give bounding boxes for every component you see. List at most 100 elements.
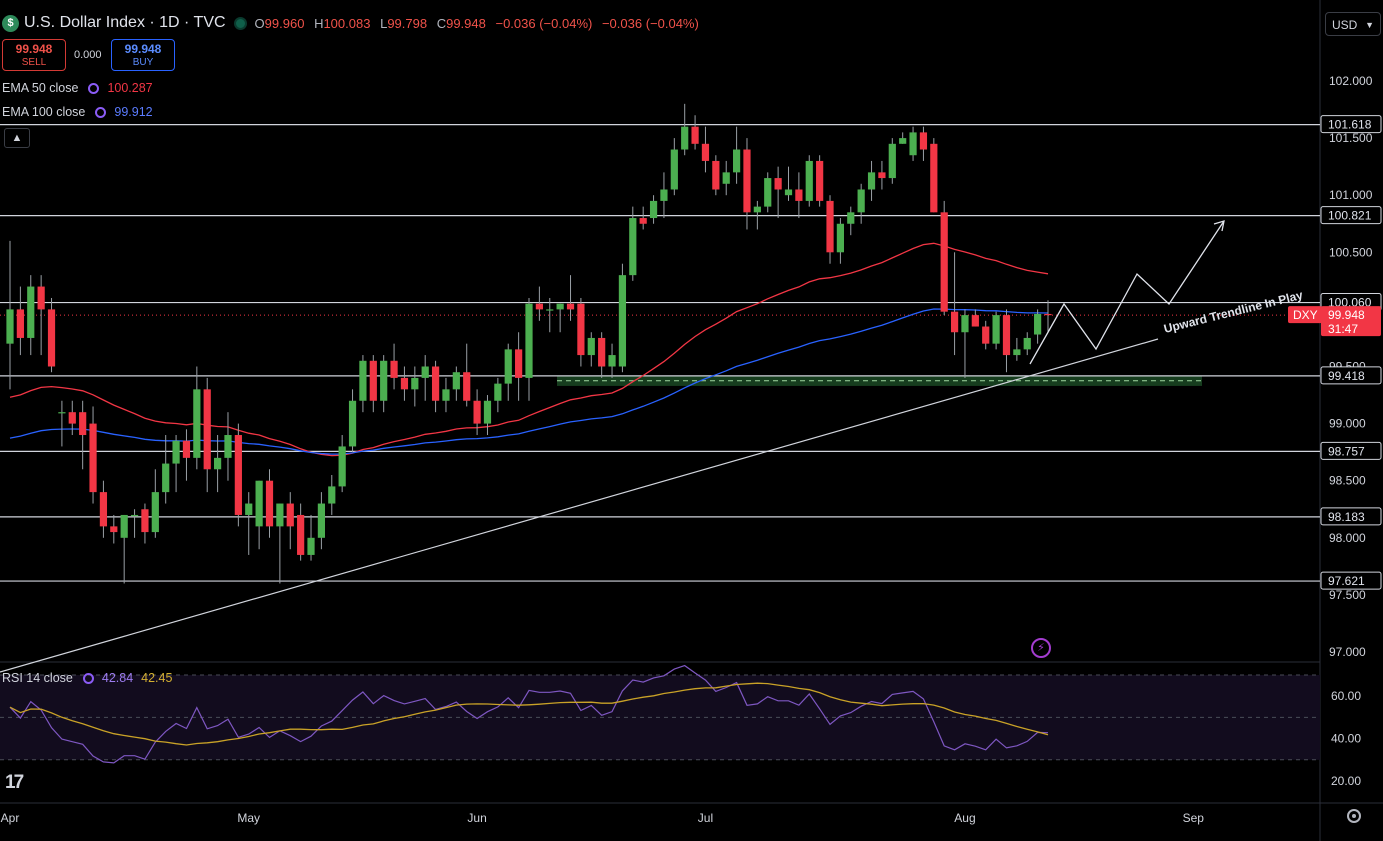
candle[interactable] (182, 429, 191, 481)
candle[interactable] (795, 172, 803, 219)
candle[interactable] (214, 435, 222, 493)
upward-trendline[interactable] (0, 338, 1159, 673)
candle[interactable] (784, 166, 793, 201)
candle[interactable] (691, 115, 699, 150)
candle[interactable] (89, 406, 97, 504)
candle[interactable] (950, 252, 959, 356)
candle[interactable] (992, 311, 1000, 350)
candle[interactable] (369, 355, 377, 413)
candle[interactable] (888, 138, 896, 184)
candle[interactable] (774, 166, 782, 219)
indicator-settings-icon[interactable] (82, 672, 94, 684)
candle[interactable] (172, 435, 180, 493)
candle[interactable] (494, 377, 502, 413)
projected-path[interactable] (1029, 220, 1225, 365)
candle[interactable] (421, 355, 429, 401)
candle[interactable] (483, 395, 492, 436)
candle[interactable] (27, 275, 35, 356)
lightning-icon[interactable]: ⚡ (1031, 638, 1051, 658)
candle[interactable] (390, 343, 398, 390)
candle[interactable] (577, 297, 585, 367)
candle[interactable] (297, 503, 305, 561)
rsi-legend[interactable]: RSI 14 close 42.84 42.45 (2, 669, 172, 687)
candle[interactable] (276, 503, 284, 584)
candle[interactable] (338, 435, 346, 493)
candle[interactable] (1023, 332, 1031, 356)
candle[interactable] (255, 480, 263, 550)
candle[interactable] (805, 155, 813, 207)
candle[interactable] (452, 366, 460, 401)
candle[interactable] (681, 103, 689, 156)
candle[interactable] (961, 309, 969, 378)
symbol-title[interactable]: U.S. Dollar Index · 1D · TVC (24, 14, 226, 31)
candle[interactable] (245, 492, 253, 555)
candle[interactable] (79, 400, 87, 470)
candle[interactable] (816, 155, 824, 207)
candle[interactable] (120, 514, 128, 584)
candle[interactable] (1034, 309, 1042, 344)
candle[interactable] (1044, 300, 1052, 333)
level-price-label[interactable]: 98.183 (1320, 507, 1382, 526)
candle[interactable] (224, 412, 232, 481)
candle[interactable] (141, 503, 149, 544)
candle[interactable] (733, 126, 741, 184)
candle[interactable] (151, 469, 159, 538)
candle[interactable] (359, 355, 367, 413)
level-price-label[interactable]: 98.757 (1320, 441, 1382, 460)
candle[interactable] (753, 200, 761, 230)
level-price-label[interactable]: 100.821 (1320, 206, 1382, 225)
candle[interactable] (234, 423, 242, 527)
candle[interactable] (826, 195, 834, 264)
candle[interactable] (6, 240, 14, 390)
candle[interactable] (193, 366, 201, 470)
candle[interactable] (629, 206, 637, 281)
trendline-annotation[interactable]: Upward Trendline In Play (1162, 288, 1304, 336)
candle[interactable] (400, 366, 409, 401)
market-status-icon[interactable] (233, 16, 247, 30)
candle[interactable] (982, 320, 990, 350)
candle[interactable] (940, 200, 948, 316)
candle[interactable] (203, 377, 211, 493)
buy-button[interactable]: 99.948 BUY (111, 39, 175, 71)
candle[interactable] (722, 160, 730, 196)
rsi-line[interactable] (9, 664, 1049, 764)
candle[interactable] (878, 160, 886, 190)
level-price-label[interactable]: 99.418 (1320, 366, 1382, 385)
candle[interactable] (442, 377, 450, 413)
candle[interactable] (743, 138, 751, 230)
candle[interactable] (431, 360, 440, 413)
candle[interactable] (660, 172, 668, 219)
candle[interactable] (411, 366, 419, 407)
candle[interactable] (701, 126, 710, 173)
candle[interactable] (556, 303, 564, 333)
indicator-settings-icon[interactable] (88, 82, 100, 94)
candle[interactable] (110, 514, 118, 544)
candle[interactable] (535, 286, 543, 321)
candle[interactable] (919, 126, 928, 161)
candle[interactable] (47, 297, 56, 373)
level-price-label[interactable]: 101.618 (1320, 115, 1382, 134)
candle[interactable] (847, 206, 855, 236)
candle[interactable] (649, 195, 658, 224)
candle[interactable] (473, 389, 481, 436)
ema100-legend[interactable]: EMA 100 close 99.912 (2, 105, 153, 119)
candle[interactable] (286, 492, 294, 550)
candle[interactable] (930, 138, 938, 213)
candle[interactable] (971, 309, 979, 327)
candle[interactable] (1002, 309, 1011, 373)
candle[interactable] (317, 492, 325, 550)
candle[interactable] (899, 132, 907, 144)
candle[interactable] (618, 263, 627, 373)
candle[interactable] (348, 389, 357, 453)
candle[interactable] (546, 297, 554, 333)
chevron-up-icon[interactable]: ▲ (4, 128, 30, 148)
candle[interactable] (58, 400, 66, 447)
candle[interactable] (598, 332, 606, 378)
gear-icon[interactable] (1347, 809, 1361, 823)
candle[interactable] (1013, 337, 1021, 361)
candle[interactable] (608, 343, 616, 378)
rsi-ma-line[interactable] (9, 682, 1049, 746)
candle[interactable] (712, 155, 720, 196)
